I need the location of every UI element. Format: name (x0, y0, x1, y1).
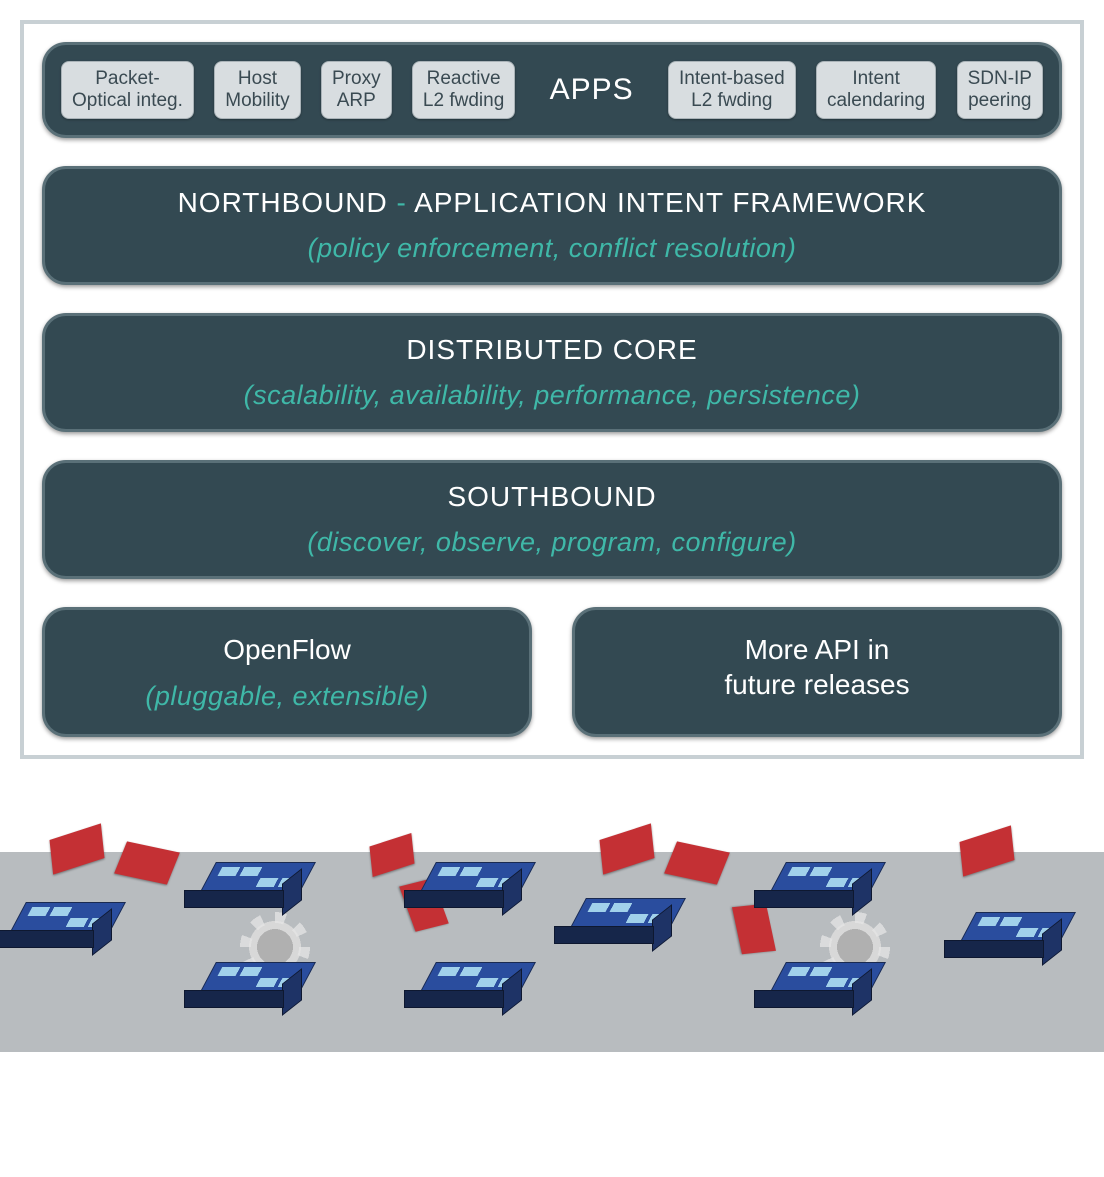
app-label: Packet-Optical integ. (72, 68, 183, 111)
network-switch-icon (200, 962, 310, 1022)
core-title: DISTRIBUTED CORE (63, 334, 1041, 366)
app-label: Intent-basedL2 fwding (679, 68, 785, 111)
openflow-title: OpenFlow (63, 632, 511, 667)
app-label: ProxyARP (332, 68, 381, 111)
network-switch-icon (960, 912, 1070, 972)
bottom-row: OpenFlow (pluggable, extensible) More AP… (42, 607, 1062, 737)
northbound-title: NORTHBOUND - APPLICATION INTENT FRAMEWOR… (63, 187, 1041, 219)
architecture-frame: Packet-Optical integ. HostMobility Proxy… (20, 20, 1084, 759)
core-layer: DISTRIBUTED CORE (scalability, availabil… (42, 313, 1062, 432)
red-flap-icon (369, 833, 414, 877)
network-switch-icon (420, 962, 530, 1022)
app-chip: Intent-basedL2 fwding (668, 61, 796, 119)
network-switch-icon (420, 862, 530, 922)
title-dash: - (397, 187, 415, 218)
network-switch-icon (200, 862, 310, 922)
southbound-title: SOUTHBOUND (63, 481, 1041, 513)
red-flap-icon (50, 823, 105, 874)
red-flap-icon (114, 841, 180, 884)
network-switch-icon (10, 902, 120, 962)
apps-title: APPS (536, 73, 648, 107)
southbound-layer: SOUTHBOUND (discover, observe, program, … (42, 460, 1062, 579)
app-chip: Intentcalendaring (816, 61, 936, 119)
app-chip: ProxyARP (321, 61, 392, 119)
app-label: SDN-IPpeering (968, 68, 1032, 111)
app-label: Intentcalendaring (827, 68, 925, 111)
future-api-layer: More API in future releases (572, 607, 1062, 737)
red-flap-icon (960, 825, 1015, 876)
openflow-sub: (pluggable, extensible) (63, 681, 511, 712)
northbound-layer: NORTHBOUND - APPLICATION INTENT FRAMEWOR… (42, 166, 1062, 285)
network-switch-icon (770, 862, 880, 922)
devices-strip (0, 852, 1104, 1052)
openflow-layer: OpenFlow (pluggable, extensible) (42, 607, 532, 737)
northbound-title-b: APPLICATION INTENT FRAMEWORK (414, 187, 926, 218)
apps-layer: Packet-Optical integ. HostMobility Proxy… (42, 42, 1062, 138)
future-line1: More API in (593, 632, 1041, 667)
app-chip: ReactiveL2 fwding (412, 61, 515, 119)
future-line2: future releases (593, 667, 1041, 702)
northbound-sub: (policy enforcement, conflict resolution… (63, 233, 1041, 264)
app-label: ReactiveL2 fwding (423, 68, 504, 111)
network-switch-icon (570, 898, 680, 958)
red-flap-icon (664, 841, 730, 884)
app-chip: HostMobility (214, 61, 300, 119)
southbound-sub: (discover, observe, program, configure) (63, 527, 1041, 558)
app-chip: SDN-IPpeering (957, 61, 1043, 119)
network-switch-icon (770, 962, 880, 1022)
apps-row: Packet-Optical integ. HostMobility Proxy… (57, 57, 1047, 123)
app-label: HostMobility (225, 68, 289, 111)
app-chip: Packet-Optical integ. (61, 61, 194, 119)
northbound-title-a: NORTHBOUND (178, 187, 388, 218)
core-sub: (scalability, availability, performance,… (63, 380, 1041, 411)
red-flap-icon (600, 823, 655, 874)
